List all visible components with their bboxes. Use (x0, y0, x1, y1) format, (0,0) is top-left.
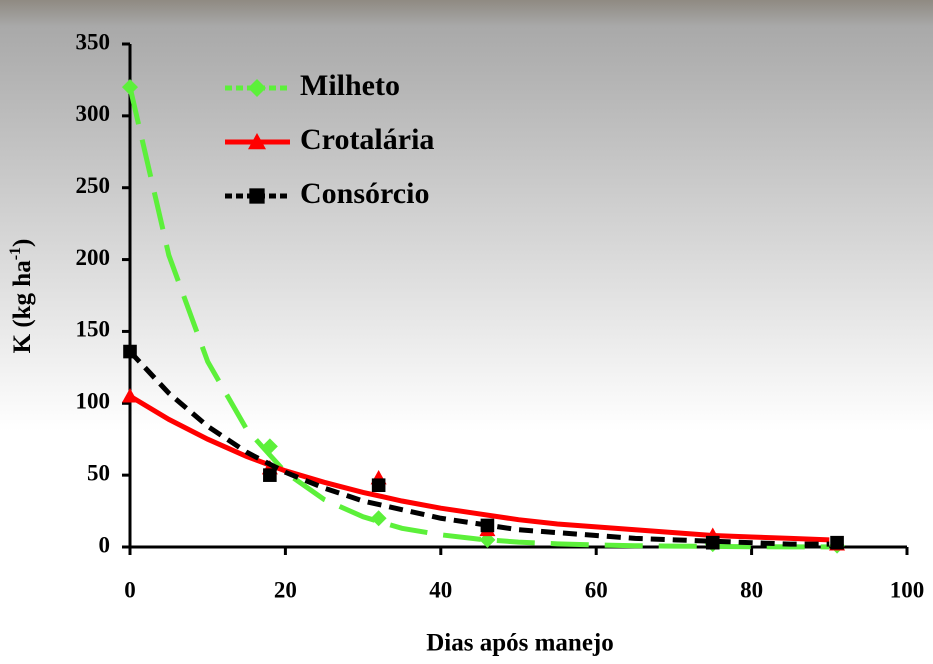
triangle-marker (248, 133, 266, 150)
x-tick-label: 100 (890, 577, 925, 602)
diamond-marker (122, 79, 138, 96)
x-tick-label: 40 (429, 577, 452, 602)
square-marker (123, 344, 137, 359)
square-marker (480, 518, 495, 533)
x-tick-label: 20 (274, 577, 297, 602)
diamond-marker (248, 79, 266, 97)
y-title-end: ) (9, 239, 36, 247)
y-tick-label: 0 (99, 532, 111, 557)
diamond-marker (261, 438, 278, 455)
square-marker (371, 478, 386, 493)
square-marker (830, 535, 844, 550)
y-tick-label: 300 (76, 101, 111, 126)
y-tick-label: 100 (76, 389, 111, 414)
y-tick-label: 350 (76, 29, 111, 54)
y-tick-label: 200 (76, 245, 111, 270)
y-axis-title: K (kg ha-1) (7, 239, 36, 354)
x-tick-label: 60 (585, 577, 608, 602)
triangle-marker (122, 388, 138, 403)
square-marker (705, 535, 720, 550)
y-tick-label: 250 (76, 173, 111, 198)
y-tick-label: 50 (87, 460, 110, 485)
legend-label: Consórcio (300, 177, 429, 210)
square-marker (249, 188, 265, 204)
y-title-sup: -1 (7, 247, 24, 260)
legend-label: Crotalária (300, 123, 434, 156)
y-tick-label: 150 (76, 317, 111, 342)
legend-label: Milheto (300, 69, 400, 102)
fit-curve (128, 349, 830, 547)
x-tick-label: 80 (740, 577, 763, 602)
y-title-main: K (kg ha (9, 260, 36, 354)
diamond-marker (370, 510, 387, 527)
square-marker (263, 468, 277, 482)
x-tick-label: 0 (124, 577, 136, 602)
x-axis-title: Dias após manejo (426, 630, 614, 657)
